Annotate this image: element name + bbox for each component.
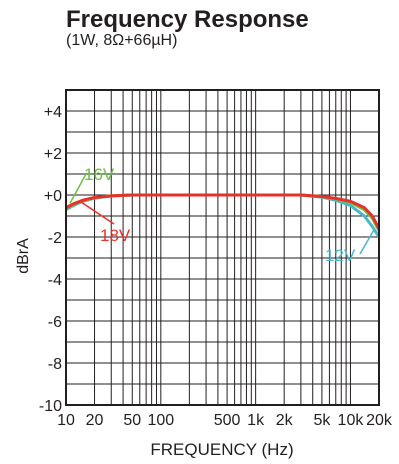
y-tick-label: +4 bbox=[44, 104, 62, 121]
y-tick-label: -4 bbox=[48, 272, 62, 289]
chart-title: Frequency Response bbox=[66, 6, 309, 33]
annotation-16v: 16V bbox=[84, 165, 115, 184]
annotation-18v: 18V bbox=[100, 226, 131, 245]
y-tick-label: -2 bbox=[48, 230, 62, 247]
x-tick-label: 500 bbox=[214, 412, 241, 429]
leader-line-12v bbox=[359, 228, 376, 255]
leader-line-18v bbox=[79, 200, 115, 225]
x-axis-label: FREQUENCY (Hz) bbox=[150, 440, 293, 459]
x-tick-label: 5k bbox=[313, 412, 331, 429]
plot-frame bbox=[65, 89, 380, 406]
x-tick-label: 20 bbox=[86, 412, 104, 429]
x-tick-label: 10k bbox=[338, 412, 365, 429]
annotation-12v: 12V bbox=[325, 246, 356, 265]
x-tick-label: 20k bbox=[366, 412, 393, 429]
y-tick-label: -10 bbox=[39, 398, 62, 415]
x-tick-label: 50 bbox=[123, 412, 141, 429]
y-tick-label: -8 bbox=[48, 356, 62, 373]
x-tick-label: 1k bbox=[247, 412, 265, 429]
y-tick-label: +2 bbox=[44, 146, 62, 163]
y-tick-label: +0 bbox=[44, 188, 62, 205]
y-axis-label: dBrA bbox=[15, 238, 32, 274]
chart-subtitle: (1W, 8Ω+66µH) bbox=[66, 32, 178, 49]
leader-line-16v bbox=[69, 173, 87, 204]
x-tick-label: 2k bbox=[276, 412, 294, 429]
series-group bbox=[65, 193, 381, 238]
annotations: 16V 18V 12V bbox=[69, 165, 376, 265]
series-line-18v bbox=[65, 193, 381, 230]
x-tick-label: 100 bbox=[147, 412, 174, 429]
y-tick-label: -6 bbox=[48, 314, 62, 331]
x-tick-label: 10 bbox=[57, 412, 75, 429]
